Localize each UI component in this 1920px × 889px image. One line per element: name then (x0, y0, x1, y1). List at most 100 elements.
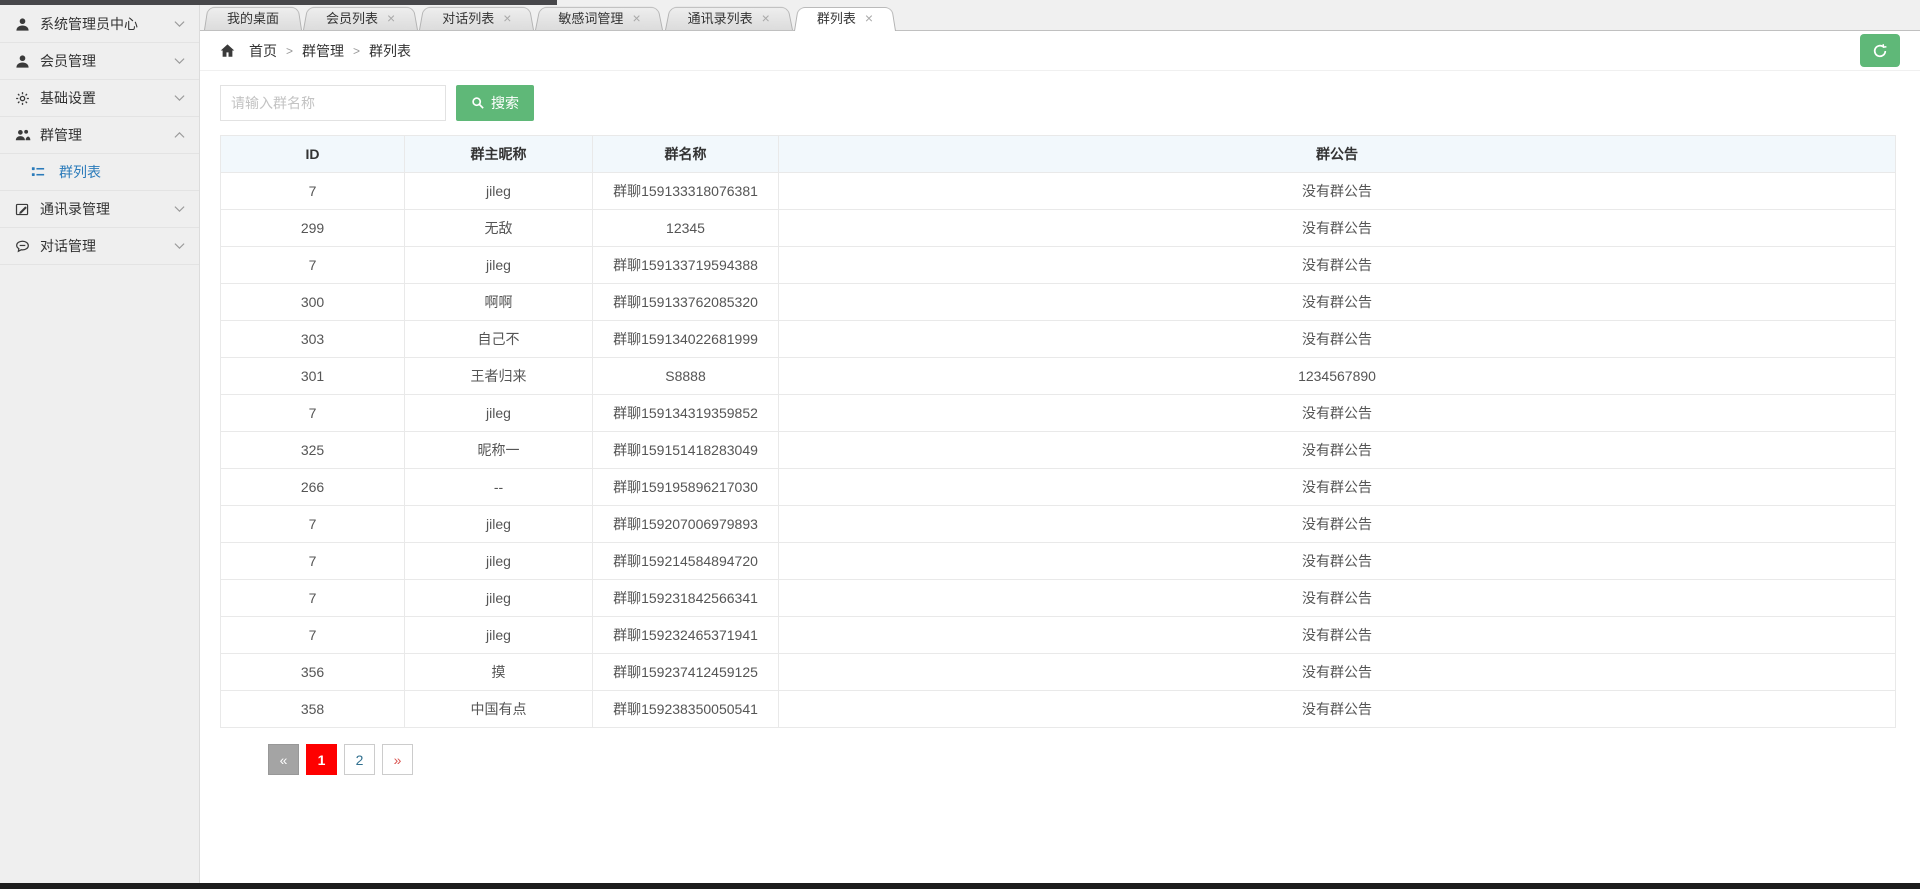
chevron-down-icon (174, 205, 185, 213)
cell-announcement: 没有群公告 (778, 616, 1896, 654)
tab-contacts-list[interactable]: 通讯录列表 × (668, 5, 790, 30)
cell-owner: 摸 (404, 653, 593, 691)
cell-announcement: 没有群公告 (778, 505, 1896, 543)
list-icon (31, 165, 51, 179)
sidebar-item-contacts-management[interactable]: 通讯录管理 (0, 191, 199, 228)
table-row: 7 jileg 群聊159232465371941 没有群公告 (220, 616, 1896, 654)
cell-id: 7 (220, 616, 405, 654)
cell-announcement: 没有群公告 (778, 653, 1896, 691)
table-row: 325 昵称一 群聊159151418283049 没有群公告 (220, 431, 1896, 469)
window-top-strip (0, 0, 557, 5)
close-icon[interactable]: × (503, 9, 512, 26)
cell-announcement: 没有群公告 (778, 283, 1896, 321)
tab-my-desktop[interactable]: 我的桌面 (207, 5, 299, 30)
cell-id: 7 (220, 542, 405, 580)
column-header-announcement: 群公告 (778, 135, 1896, 173)
sidebar-item-label: 对话管理 (40, 238, 96, 254)
cell-announcement: 没有群公告 (778, 246, 1896, 284)
cell-owner: 无敌 (404, 209, 593, 247)
tab-label: 会员列表 (326, 11, 379, 26)
cell-announcement: 没有群公告 (778, 542, 1896, 580)
pagination-page-2[interactable]: 2 (344, 744, 375, 775)
breadcrumb-home-link[interactable]: 首页 (249, 42, 277, 59)
search-icon (471, 96, 485, 110)
pagination-next-button[interactable]: » (382, 744, 413, 775)
person-icon (15, 17, 35, 32)
pagination: «1 2» (268, 744, 1900, 775)
table-row: 7 jileg 群聊159133318076381 没有群公告 (220, 172, 1896, 210)
tab-group-list[interactable]: 群列表 × (797, 5, 893, 30)
cell-announcement: 没有群公告 (778, 209, 1896, 247)
cell-owner: jileg (404, 172, 593, 210)
cell-name: 群聊159133318076381 (592, 172, 779, 210)
close-icon[interactable]: × (632, 9, 641, 26)
cell-name: 群聊159214584894720 (592, 542, 779, 580)
cell-name: 群聊159231842566341 (592, 579, 779, 617)
search-input[interactable] (220, 85, 446, 121)
chevron-down-icon (174, 57, 185, 65)
cell-announcement: 没有群公告 (778, 690, 1896, 728)
search-button[interactable]: 搜索 (456, 85, 534, 121)
table-header: ID 群主昵称 群名称 群公告 (220, 135, 1896, 173)
sidebar-subitem-label: 群列表 (59, 164, 101, 180)
chevron-down-icon (174, 20, 185, 28)
tab-label: 敏感词管理 (558, 11, 624, 26)
sidebar-item-label: 系统管理员中心 (40, 16, 138, 32)
cell-announcement: 1234567890 (778, 357, 1896, 395)
cell-owner: jileg (404, 542, 593, 580)
cell-name: 12345 (592, 209, 779, 247)
cell-name: 群聊159237412459125 (592, 653, 779, 691)
sidebar-item-group-list[interactable]: 群列表 (0, 154, 199, 191)
cell-name: 群聊159238350050541 (592, 690, 779, 728)
cell-id: 7 (220, 246, 405, 284)
cell-name: S8888 (592, 357, 779, 395)
cell-announcement: 没有群公告 (778, 394, 1896, 432)
cell-announcement: 没有群公告 (778, 579, 1896, 617)
cell-owner: -- (404, 468, 593, 506)
pagination-prev-button[interactable]: « (268, 744, 299, 775)
column-header-name: 群名称 (592, 135, 779, 173)
cell-announcement: 没有群公告 (778, 172, 1896, 210)
chevron-down-icon (174, 242, 185, 250)
close-icon[interactable]: × (387, 9, 396, 26)
cell-id: 358 (220, 690, 405, 728)
cell-owner: jileg (404, 246, 593, 284)
close-icon[interactable]: × (864, 9, 874, 26)
sidebar-item-basic-settings[interactable]: 基础设置 (0, 80, 199, 117)
breadcrumb-row: 首页 > 群管理 > 群列表 (200, 31, 1920, 71)
cell-name: 群聊159134319359852 (592, 394, 779, 432)
cell-owner: 昵称一 (404, 431, 593, 469)
cell-owner: jileg (404, 505, 593, 543)
sidebar-item-system-admin-center[interactable]: 系统管理员中心 (0, 6, 199, 43)
search-button-label: 搜索 (491, 95, 519, 111)
chevron-down-icon (174, 94, 185, 102)
breadcrumb-separator: > (286, 43, 294, 58)
cell-id: 299 (220, 209, 405, 247)
cell-name: 群聊159133719594388 (592, 246, 779, 284)
cell-id: 325 (220, 431, 405, 469)
table-row: 266 -- 群聊159195896217030 没有群公告 (220, 468, 1896, 506)
home-icon (220, 43, 240, 58)
sidebar-item-member-management[interactable]: 会员管理 (0, 43, 199, 80)
chat-icon (15, 239, 35, 254)
cell-id: 7 (220, 172, 405, 210)
cell-id: 300 (220, 283, 405, 321)
cell-id: 301 (220, 357, 405, 395)
sidebar-item-group-management[interactable]: 群管理 (0, 117, 199, 154)
refresh-button[interactable] (1860, 34, 1900, 67)
cell-id: 7 (220, 579, 405, 617)
tab-dialog-list[interactable]: 对话列表 × (422, 5, 531, 30)
tab-member-list[interactable]: 会员列表 × (306, 5, 415, 30)
sidebar-item-dialog-management[interactable]: 对话管理 (0, 228, 199, 265)
cell-id: 7 (220, 394, 405, 432)
close-icon[interactable]: × (761, 9, 770, 26)
pagination-page-1[interactable]: 1 (306, 744, 337, 775)
tab-sensitive-words[interactable]: 敏感词管理 × (538, 5, 660, 30)
sidebar-item-label: 会员管理 (40, 53, 96, 69)
column-header-owner: 群主昵称 (404, 135, 593, 173)
gear-icon (15, 91, 35, 106)
content-panel: 首页 > 群管理 > 群列表 搜索 (200, 31, 1920, 883)
cell-name: 群聊159207006979893 (592, 505, 779, 543)
table-row: 7 jileg 群聊159133719594388 没有群公告 (220, 246, 1896, 284)
